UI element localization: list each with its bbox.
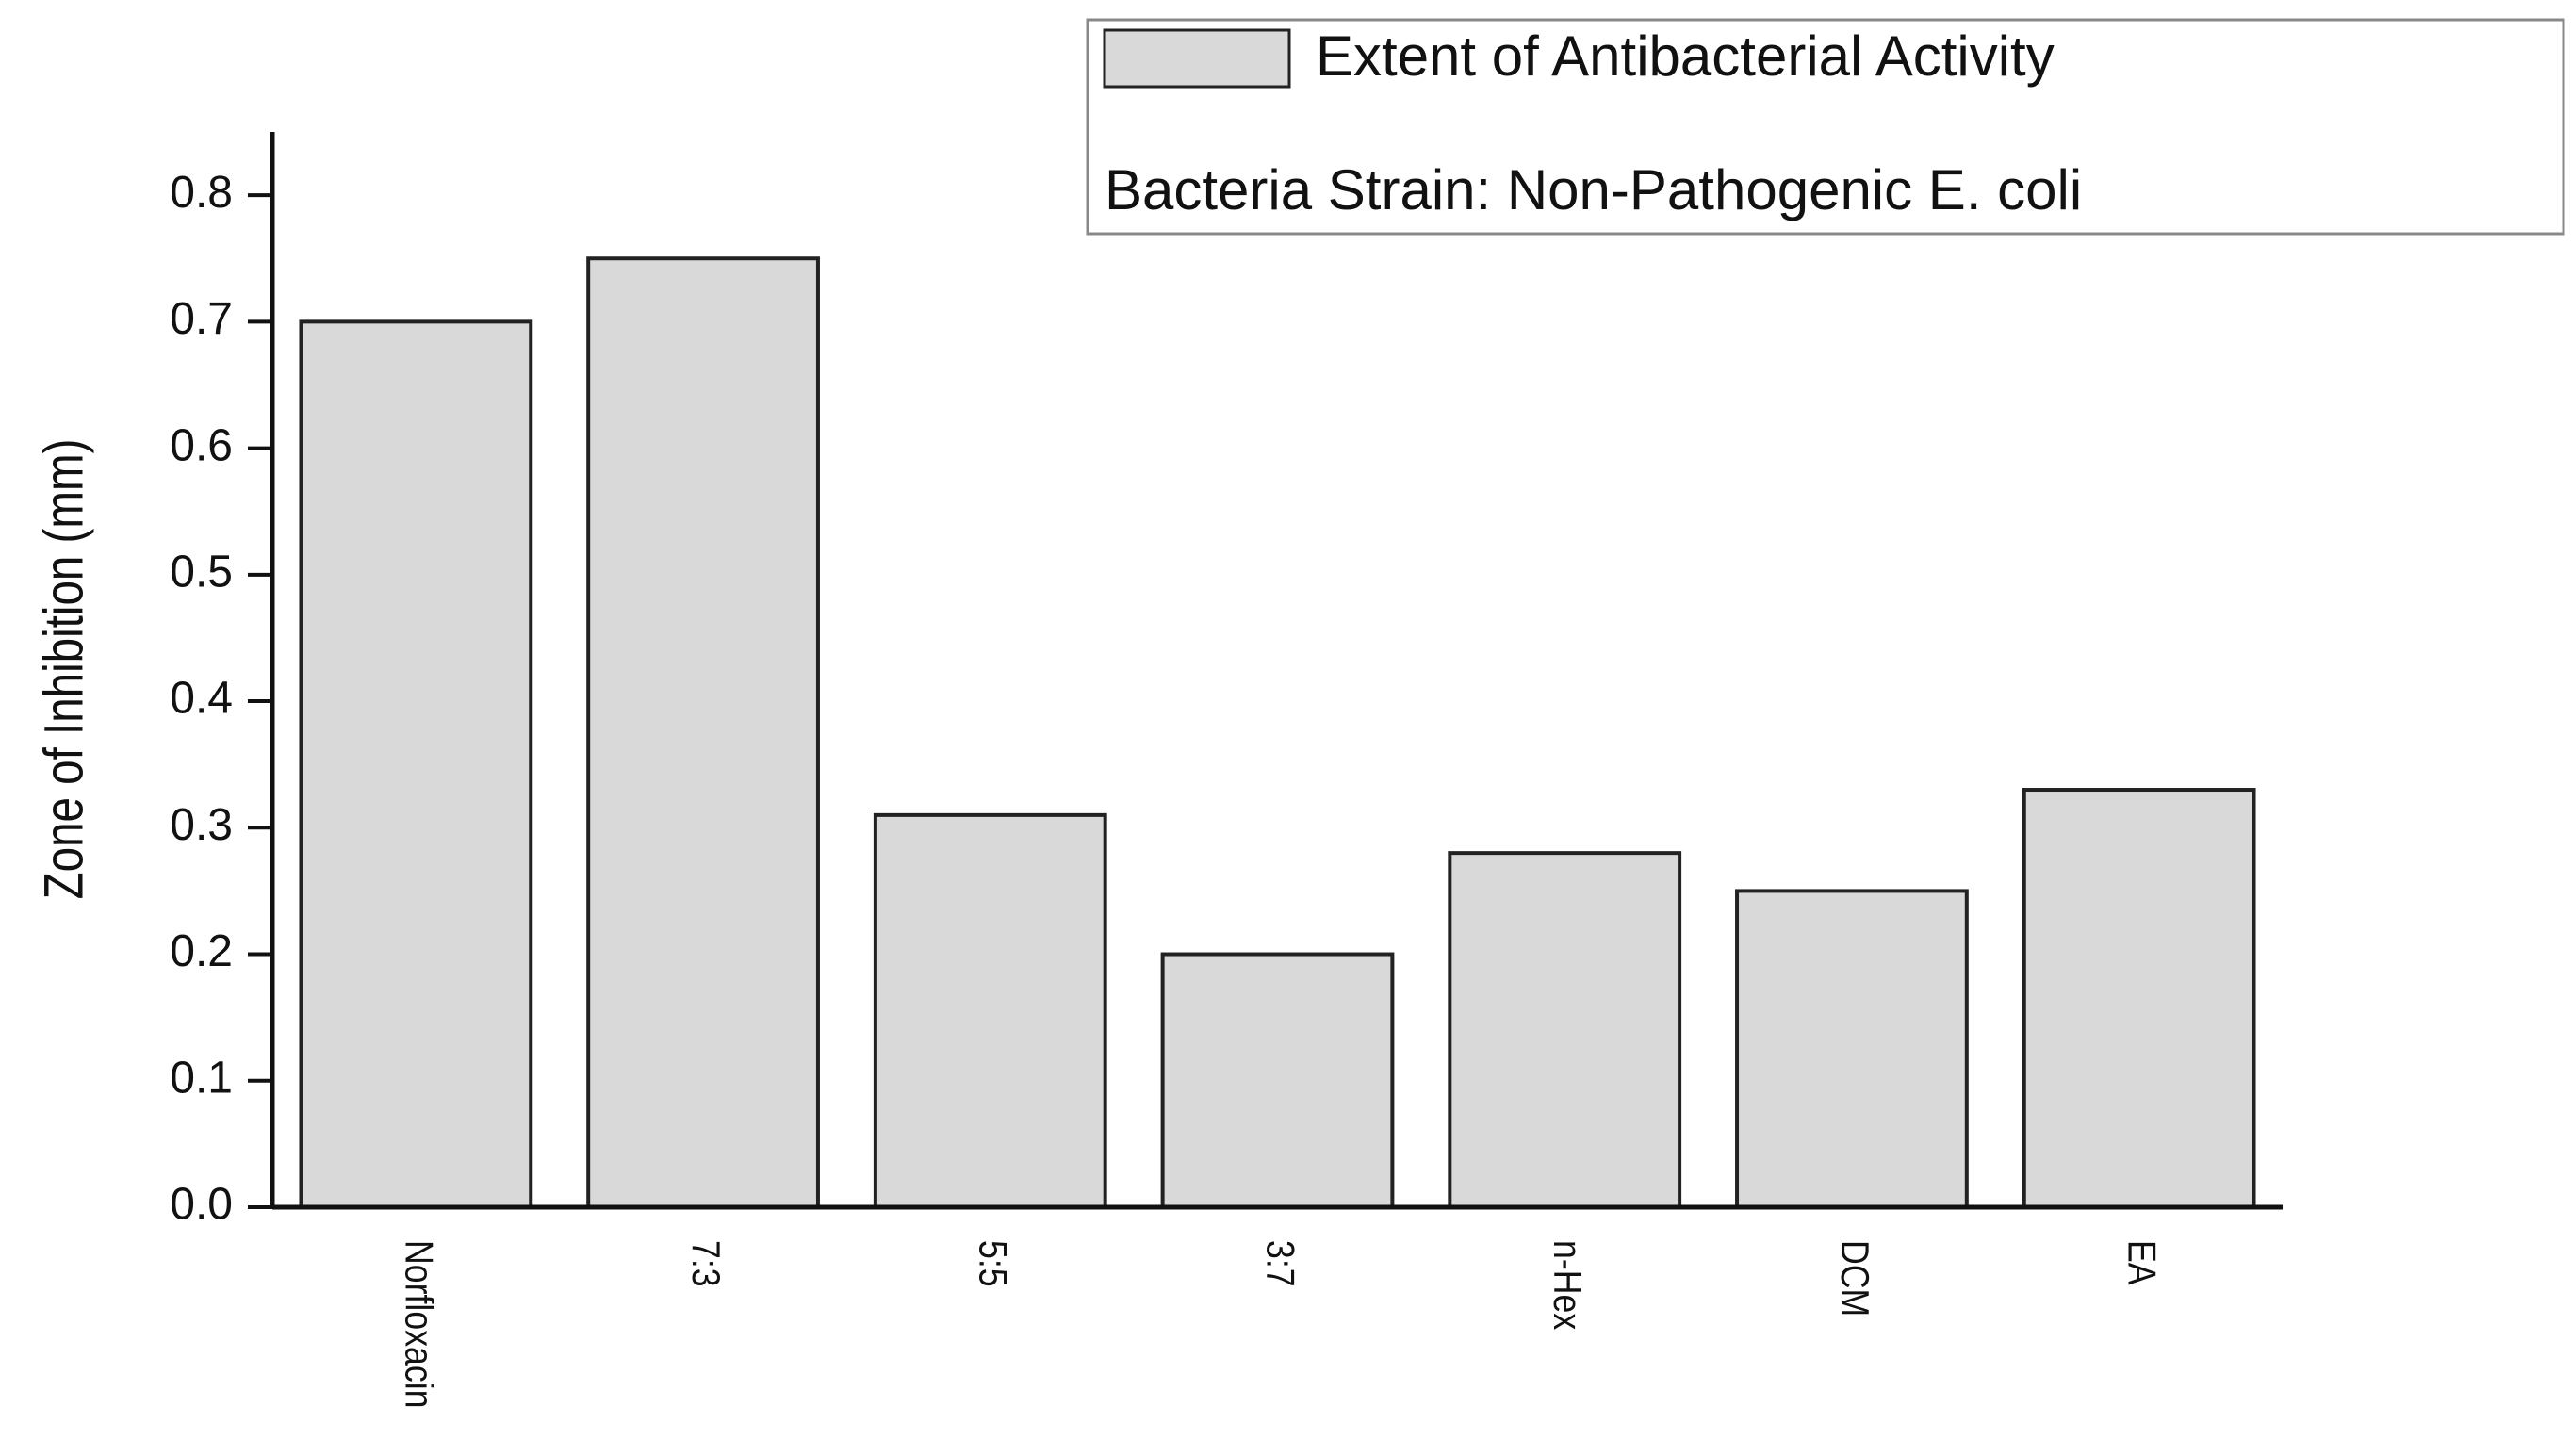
x-tick-label: 3:7 — [1258, 1240, 1302, 1287]
y-tick-label: 0.5 — [170, 547, 233, 597]
x-tick-label: Norfloxacin — [397, 1240, 440, 1409]
annotation: Bacteria Strain: Non-Pathogenic E. coli — [1105, 158, 2082, 221]
y-tick-label: 0.1 — [170, 1053, 233, 1103]
x-tick-label: EA — [2120, 1240, 2163, 1285]
y-tick-label: 0.4 — [170, 674, 233, 724]
x-tick-label: 7:3 — [683, 1240, 727, 1287]
x-tick-label: DCM — [1832, 1240, 1875, 1317]
y-tick-label: 0.8 — [170, 168, 233, 218]
bar — [1160, 952, 1395, 1209]
legend-swatch — [1103, 28, 1291, 89]
y-tick-label: 0.0 — [170, 1180, 233, 1230]
legend-label: Extent of Antibacterial Activity — [1316, 25, 2055, 88]
y-tick-label: 0.7 — [170, 294, 233, 344]
bar — [586, 256, 820, 1209]
bar — [299, 319, 533, 1209]
y-tick-label: 0.6 — [170, 420, 233, 470]
bar — [873, 812, 1107, 1210]
legend-box — [1086, 18, 2565, 236]
bar — [1735, 889, 1969, 1209]
y-tick-label: 0.3 — [170, 800, 233, 850]
y-axis-label: Zone of Inhibition (mm) — [34, 439, 95, 900]
bar — [1448, 851, 1682, 1209]
bar — [2022, 788, 2256, 1210]
y-tick-label: 0.2 — [170, 926, 233, 976]
x-tick-label: n-Hex — [1545, 1240, 1588, 1331]
x-tick-label: 5:5 — [971, 1240, 1014, 1287]
